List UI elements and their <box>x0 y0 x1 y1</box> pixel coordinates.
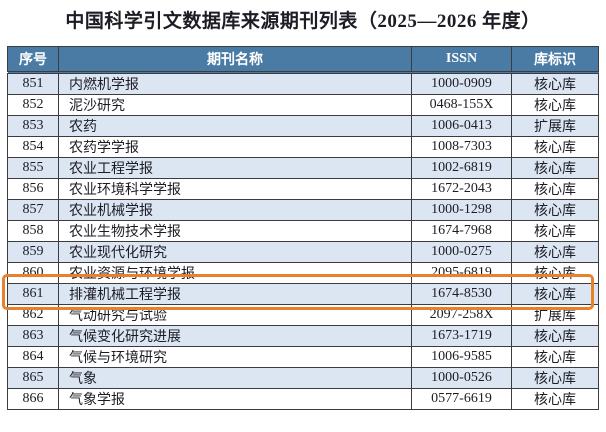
cell-no: 862 <box>7 304 59 326</box>
cell-no: 853 <box>7 115 59 137</box>
cell-db: 核心库 <box>511 262 599 284</box>
cell-db: 核心库 <box>511 283 599 305</box>
cell-db: 核心库 <box>511 157 599 179</box>
cell-name: 农业资源与环境学报 <box>58 262 412 284</box>
cell-db: 核心库 <box>511 220 599 242</box>
cell-db: 扩展库 <box>511 115 599 137</box>
table-header-row: 序号 期刊名称 ISSN 库标识 <box>7 46 599 74</box>
table-body: 851 内燃机学报 1000-0909 核心库 852 泥沙研究 0468-15… <box>7 72 599 410</box>
cell-issn: 1000-0909 <box>411 72 512 95</box>
cell-no: 854 <box>7 136 59 158</box>
table-row: 853 农药 1006-0413 扩展库 <box>7 115 599 137</box>
cell-name: 气象学报 <box>58 388 412 410</box>
table-row: 858 农业生物技术学报 1674-7968 核心库 <box>7 220 599 242</box>
cell-no: 863 <box>7 325 59 347</box>
cell-name: 排灌机械工程学报 <box>58 283 412 305</box>
cell-issn: 1008-7303 <box>411 136 512 158</box>
cell-no: 859 <box>7 241 59 263</box>
cell-db: 核心库 <box>511 136 599 158</box>
cell-name: 农业现代化研究 <box>58 241 412 263</box>
cell-db: 核心库 <box>511 94 599 116</box>
cell-no: 861 <box>7 283 59 305</box>
column-header-issn: ISSN <box>411 46 512 74</box>
cell-no: 864 <box>7 346 59 368</box>
cell-issn: 1674-8530 <box>411 283 512 305</box>
cell-db: 核心库 <box>511 346 599 368</box>
journal-table: 序号 期刊名称 ISSN 库标识 851 内燃机学报 1000-0909 核心库… <box>7 46 599 410</box>
table-row: 863 气候变化研究进展 1673-1719 核心库 <box>7 325 599 347</box>
journal-table-container: 序号 期刊名称 ISSN 库标识 851 内燃机学报 1000-0909 核心库… <box>2 46 599 410</box>
table-row: 854 农药学学报 1008-7303 核心库 <box>7 136 599 158</box>
table-row: 851 内燃机学报 1000-0909 核心库 <box>7 72 599 95</box>
cell-name: 气候变化研究进展 <box>58 325 412 347</box>
table-row: 864 气候与环境研究 1006-9585 核心库 <box>7 346 599 368</box>
cell-issn: 2097-258X <box>411 304 512 326</box>
cell-issn: 1673-1719 <box>411 325 512 347</box>
cell-issn: 2095-6819 <box>411 262 512 284</box>
table-row: 857 农业机械学报 1000-1298 核心库 <box>7 199 599 221</box>
column-header-db: 库标识 <box>511 46 599 74</box>
cell-issn: 1002-6819 <box>411 157 512 179</box>
cell-issn: 1000-1298 <box>411 199 512 221</box>
cell-issn: 1000-0526 <box>411 367 512 389</box>
cell-name: 农业环境科学学报 <box>58 178 412 200</box>
table-row: 852 泥沙研究 0468-155X 核心库 <box>7 94 599 116</box>
column-header-no: 序号 <box>7 46 59 74</box>
cell-db: 核心库 <box>511 388 599 410</box>
table-row: 855 农业工程学报 1002-6819 核心库 <box>7 157 599 179</box>
table-row: 860 农业资源与环境学报 2095-6819 核心库 <box>7 262 599 284</box>
cell-db: 核心库 <box>511 178 599 200</box>
cell-db: 核心库 <box>511 72 599 95</box>
cell-db: 扩展库 <box>511 304 599 326</box>
table-row: 856 农业环境科学学报 1672-2043 核心库 <box>7 178 599 200</box>
cell-name: 农业机械学报 <box>58 199 412 221</box>
cell-no: 852 <box>7 94 59 116</box>
table-row: 866 气象学报 0577-6619 核心库 <box>7 388 599 410</box>
cell-no: 857 <box>7 199 59 221</box>
cell-issn: 1006-0413 <box>411 115 512 137</box>
cell-name: 农业工程学报 <box>58 157 412 179</box>
table-row: 859 农业现代化研究 1000-0275 核心库 <box>7 241 599 263</box>
cell-db: 核心库 <box>511 325 599 347</box>
cell-name: 农业生物技术学报 <box>58 220 412 242</box>
cell-name: 泥沙研究 <box>58 94 412 116</box>
cell-no: 855 <box>7 157 59 179</box>
cell-no: 856 <box>7 178 59 200</box>
cell-no: 866 <box>7 388 59 410</box>
cell-issn: 1006-9585 <box>411 346 512 368</box>
cell-db: 核心库 <box>511 367 599 389</box>
table-row-highlighted: 861 排灌机械工程学报 1674-8530 核心库 <box>7 283 599 305</box>
table-row: 862 气动研究与试验 2097-258X 扩展库 <box>7 304 599 326</box>
cell-issn: 0577-6619 <box>411 388 512 410</box>
cell-name: 农药学学报 <box>58 136 412 158</box>
cell-db: 核心库 <box>511 199 599 221</box>
column-header-name: 期刊名称 <box>58 46 412 74</box>
cell-issn: 1672-2043 <box>411 178 512 200</box>
cell-issn: 1000-0275 <box>411 241 512 263</box>
cell-name: 内燃机学报 <box>58 72 412 95</box>
table-row: 865 气象 1000-0526 核心库 <box>7 367 599 389</box>
cell-no: 860 <box>7 262 59 284</box>
cell-db: 核心库 <box>511 241 599 263</box>
page-title: 中国科学引文数据库来源期刊列表（2025—2026 年度） <box>65 11 541 32</box>
cell-name: 农药 <box>58 115 412 137</box>
cell-no: 851 <box>7 72 59 95</box>
cell-name: 气候与环境研究 <box>58 346 412 368</box>
cell-no: 858 <box>7 220 59 242</box>
cell-no: 865 <box>7 367 59 389</box>
cell-name: 气动研究与试验 <box>58 304 412 326</box>
cell-name: 气象 <box>58 367 412 389</box>
cell-issn: 0468-155X <box>411 94 512 116</box>
cell-issn: 1674-7968 <box>411 220 512 242</box>
